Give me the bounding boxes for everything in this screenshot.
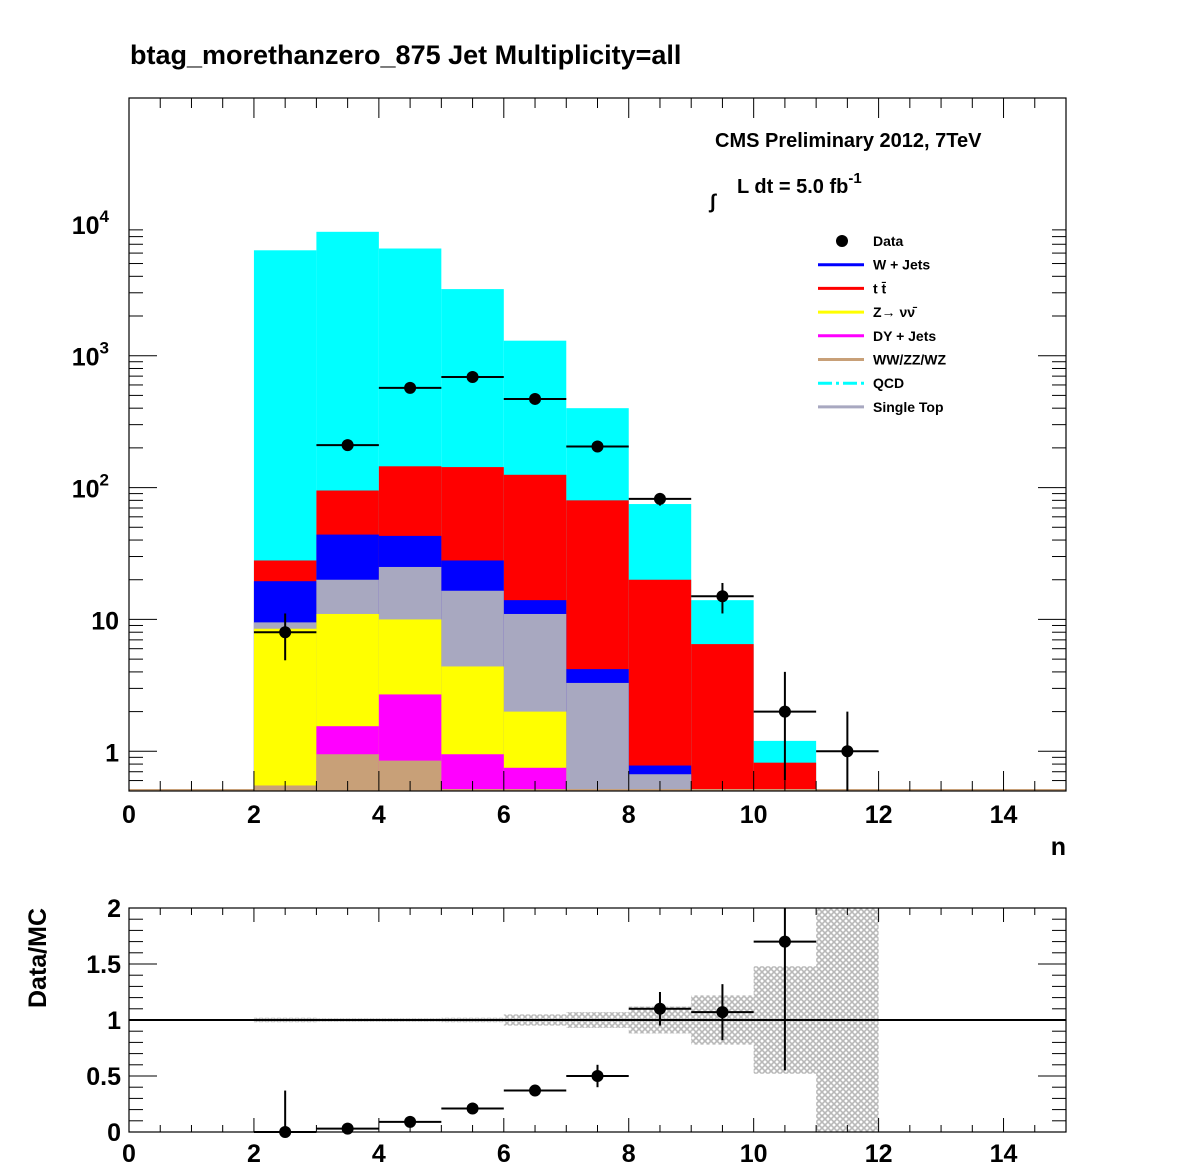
y-tick-label: 10: [91, 607, 119, 635]
legend-label: DY + Jets: [873, 328, 936, 344]
ratio-x-tick-label: 6: [497, 1140, 511, 1168]
stack-bar-dy-jets: [503, 767, 567, 791]
x-tick-label: 14: [990, 801, 1018, 829]
x-tick-label: 10: [740, 801, 768, 829]
ratio-point: [591, 1070, 604, 1082]
y-tick-label: 104: [72, 207, 110, 240]
stack-bar-t-t: [628, 579, 692, 791]
ratio-x-tick-label: 2: [247, 1140, 261, 1168]
y-tick-label: 103: [72, 339, 109, 372]
y-tick-exponent: 2: [100, 471, 109, 490]
ratio-y-tick-label: 1.5: [86, 951, 121, 979]
ratio-axes: 0 2 4 6 8 10 12 14 0 0.5 1 1.5 2: [86, 895, 1067, 1168]
data-point: [653, 492, 666, 505]
x-tick-label: 0: [122, 801, 136, 829]
lumi-sup: -1: [848, 170, 861, 187]
x-tick-label: 8: [622, 801, 636, 829]
y-tick-exponent: 3: [100, 339, 109, 358]
legend-label: W + Jets: [873, 257, 930, 273]
lumi-prefix: L dt = 5.0 fb: [737, 176, 848, 198]
ratio-point: [778, 935, 791, 948]
legend-label: WW/ZZ/WZ: [873, 352, 947, 368]
ratio-y-tick-label: 0.5: [86, 1063, 121, 1091]
y-tick-exponent: 4: [100, 207, 110, 226]
ratio-point: [466, 1102, 479, 1115]
stack-bar-t-t: [691, 644, 754, 791]
experiment-label: CMS Preliminary 2012, 7TeV: [715, 130, 982, 152]
ratio-x-tick-label: 8: [622, 1140, 636, 1168]
data-points: [253, 370, 879, 791]
ratio-y-tick-label: 1: [107, 1007, 121, 1035]
x-tick-label: 2: [247, 801, 261, 829]
legend-label: QCD: [873, 375, 904, 391]
legend-label: Z→ νν̄: [873, 304, 918, 320]
ratio-y-tick-label: 0: [107, 1119, 121, 1147]
legend: Data W + Jets t t̄ Z→ νν̄ DY + Jets WW/ZZ/WZ Q…: [818, 233, 947, 415]
legend-marker: [836, 235, 848, 247]
x-axis-label: n: [1051, 833, 1066, 861]
ratio-point: [716, 1006, 729, 1019]
data-point: [591, 440, 604, 453]
ratio-x-tick-label: 4: [372, 1140, 386, 1168]
data-point: [716, 590, 729, 603]
chart-title: btag_morethanzero_875 Jet Multiplicity=a…: [130, 40, 681, 70]
x-tick-label: 12: [865, 801, 893, 829]
ratio-y-axis-label: Data/MC: [24, 908, 52, 1008]
x-tick-label: 6: [497, 801, 511, 829]
y-tick-label: 102: [72, 471, 109, 504]
y-tick-base: 10: [72, 476, 100, 504]
stack-bar-single-top: [566, 682, 629, 791]
ratio-point: [404, 1115, 417, 1128]
ratio-point: [653, 1002, 666, 1015]
y-tick-base: 10: [72, 344, 100, 372]
ratio-plot-panel: 0 2 4 6 8 10 12 14 0 0.5 1 1.5 2 Data/MC: [24, 895, 1067, 1168]
ratio-x-tick-label: 12: [865, 1140, 893, 1168]
stack-histogram: [129, 231, 1066, 792]
data-point: [529, 392, 542, 405]
data-point: [778, 705, 791, 718]
ratio-x-tick-label: 14: [990, 1140, 1018, 1168]
legend-label: Data: [873, 233, 904, 249]
ratio-y-tick-label: 2: [107, 895, 121, 923]
ratio-x-tick-label: 10: [740, 1140, 768, 1168]
lumi-label: L dt = 5.0 fb-1: [737, 170, 862, 198]
legend-label: Single Top: [873, 399, 944, 415]
legend-label: t t̄: [873, 280, 887, 296]
y-tick-base: 10: [72, 212, 100, 240]
data-point: [466, 370, 479, 383]
data-point: [841, 745, 854, 758]
ratio-points: [253, 908, 817, 1138]
ratio-x-tick-label: 0: [122, 1140, 136, 1168]
ratio-point: [529, 1084, 542, 1097]
integral-sign: ∫: [708, 191, 717, 213]
x-tick-label: 4: [372, 801, 386, 829]
data-point: [279, 626, 292, 639]
data-point: [341, 439, 354, 452]
data-point: [404, 381, 417, 394]
y-tick-label: 1: [105, 739, 119, 767]
